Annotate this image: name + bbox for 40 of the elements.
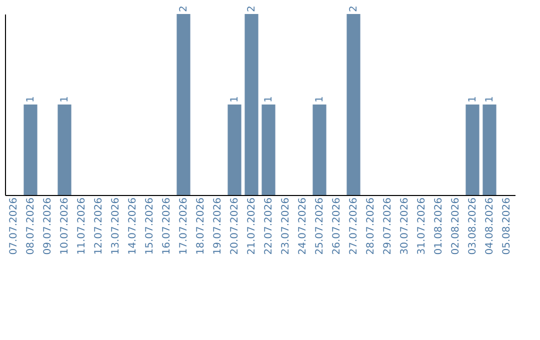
x-tick-label: 02.08.2026 <box>450 198 462 255</box>
x-tick-label: 16.07.2026 <box>162 198 172 255</box>
data-label: 1 <box>60 96 70 102</box>
data-label: 1 <box>484 96 496 102</box>
x-tick-label: 30.07.2026 <box>400 198 410 255</box>
x-tick-label: 07.07.2026 <box>8 198 20 255</box>
x-tick-label: 19.07.2026 <box>212 198 224 255</box>
x-tick-label: 22.07.2026 <box>264 198 274 255</box>
data-label: 2 <box>178 6 190 12</box>
x-tick-label: 09.07.2026 <box>42 198 54 255</box>
x-tick-label: 20.07.2026 <box>230 198 240 255</box>
data-label: 2 <box>348 6 360 12</box>
x-tick-label: 14.07.2026 <box>128 198 138 255</box>
x-tick-label: 31.07.2026 <box>416 198 428 255</box>
data-label: 1 <box>264 96 274 102</box>
x-tick-label: 05.08.2026 <box>502 198 512 255</box>
x-tick-label: 29.07.2026 <box>382 198 394 255</box>
x-tick-label: 04.08.2026 <box>484 198 496 255</box>
x-tick-label: 18.07.2026 <box>196 198 206 255</box>
x-tick-label: 26.07.2026 <box>332 198 342 255</box>
data-label: 2 <box>246 6 258 12</box>
x-tick-label: 27.07.2026 <box>348 198 360 255</box>
x-tick-label: 21.07.2026 <box>246 198 258 255</box>
x-tick-label: 13.07.2026 <box>110 198 122 255</box>
x-tick-label: 15.07.2026 <box>144 198 156 255</box>
x-tick-label: 24.07.2026 <box>298 198 308 255</box>
x-tick-label: 08.07.2026 <box>26 198 36 255</box>
data-label: 1 <box>468 96 478 102</box>
x-tick-label: 12.07.2026 <box>94 198 104 255</box>
data-label: 1 <box>230 96 240 102</box>
x-tick-label: 01.08.2026 <box>434 198 444 255</box>
x-tick-label: 25.07.2026 <box>314 198 326 255</box>
x-tick-label: 23.07.2026 <box>280 198 292 255</box>
x-tick-label: 10.07.2026 <box>60 198 70 255</box>
data-label: 1 <box>26 96 36 102</box>
x-tick-label: 28.07.2026 <box>366 198 376 255</box>
x-tick-label: 03.08.2026 <box>468 198 478 255</box>
data-label: 1 <box>314 96 326 102</box>
x-tick-label: 11.07.2026 <box>76 198 88 255</box>
x-tick-label: 17.07.2026 <box>178 198 190 255</box>
